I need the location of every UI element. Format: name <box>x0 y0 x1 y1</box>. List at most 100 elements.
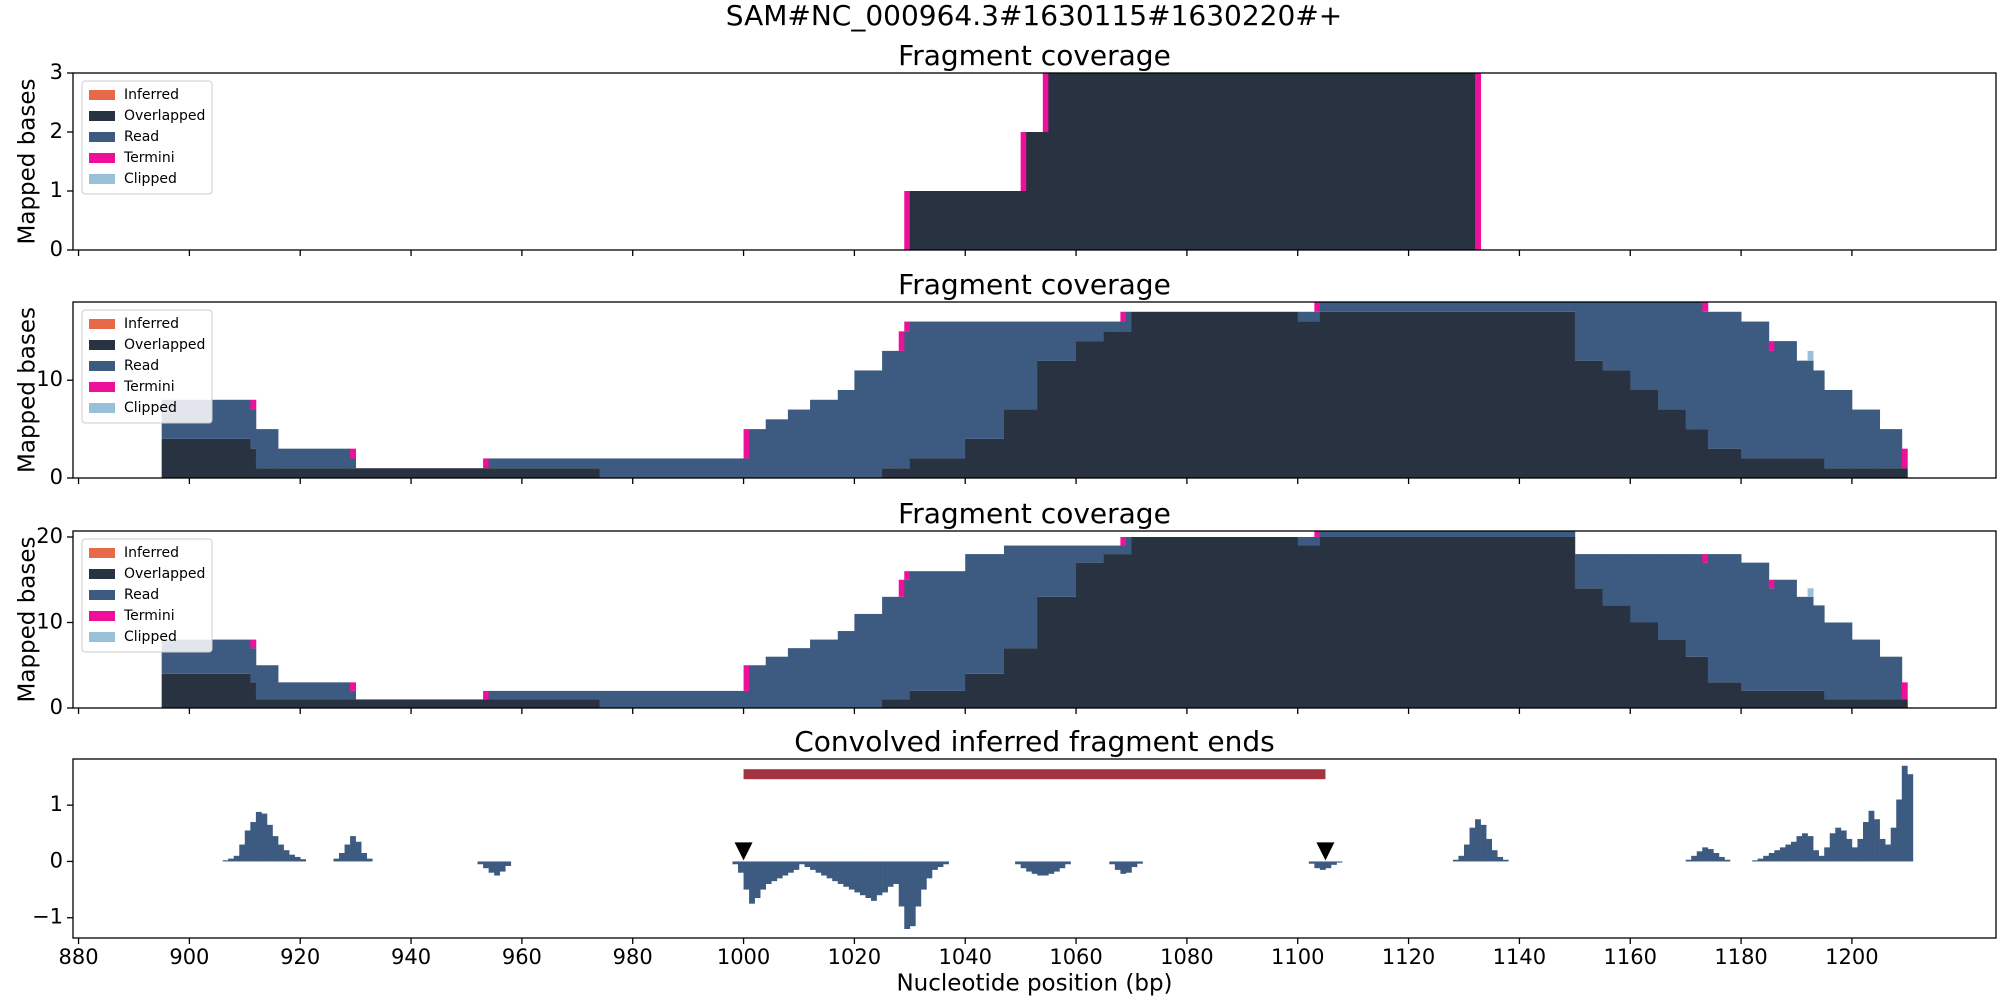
bar-segment <box>1319 536 1576 708</box>
bar <box>1785 844 1792 862</box>
bar <box>1890 827 1897 862</box>
bar <box>882 861 888 893</box>
bar <box>1469 827 1476 862</box>
bar-segment <box>1824 622 1853 700</box>
bar-segment <box>1131 536 1299 708</box>
bar <box>1907 774 1914 862</box>
bar-segment <box>483 699 490 708</box>
bar <box>494 861 501 876</box>
bar-segment <box>255 699 279 708</box>
x-tick-label: 920 <box>280 945 320 969</box>
bar-segment <box>255 429 279 469</box>
marker <box>734 842 753 861</box>
bar-segment <box>1314 321 1321 478</box>
bar <box>1835 827 1842 862</box>
bar <box>1807 836 1814 862</box>
bar <box>876 861 883 896</box>
bar-segment <box>1602 605 1631 708</box>
legend-label: Inferred <box>124 87 179 103</box>
bar-segment <box>1879 468 1903 478</box>
bar-segment <box>882 350 900 469</box>
bar <box>1824 847 1831 862</box>
bar-segment <box>255 468 279 478</box>
bar-segment <box>1879 656 1903 700</box>
bar-segment <box>1824 390 1853 469</box>
bar-segment <box>743 429 750 459</box>
bar-segment <box>1851 639 1881 700</box>
bar-segment <box>810 399 839 478</box>
x-tick-label: 960 <box>502 945 542 969</box>
legend-swatch <box>89 153 115 163</box>
bar-segment <box>1879 699 1903 708</box>
legend-swatch <box>89 611 115 621</box>
plot-area <box>904 73 1482 250</box>
bar-segment <box>787 409 811 478</box>
legend-swatch <box>89 382 115 392</box>
bar <box>1497 856 1504 862</box>
bar <box>488 861 495 873</box>
bar <box>798 861 805 865</box>
bar-segment <box>250 639 257 649</box>
bar-segment <box>278 682 351 700</box>
x-tick-label: 900 <box>169 945 209 969</box>
y-tick-label: −1 <box>32 905 63 929</box>
bar-segment <box>909 690 966 708</box>
bar-segment <box>1602 302 1631 371</box>
bar-segment <box>488 458 600 469</box>
bar <box>339 853 345 862</box>
bar <box>765 861 772 884</box>
bar <box>250 822 257 862</box>
bar <box>782 861 789 876</box>
bar-segment <box>1707 448 1742 478</box>
bar-segment <box>1125 311 1132 332</box>
bar <box>904 861 911 929</box>
bar-segment <box>1120 554 1127 708</box>
x-tick-label: 1020 <box>828 945 881 969</box>
bar-segment <box>1076 341 1105 478</box>
bar-segment <box>1026 132 1044 250</box>
bar-segment <box>1796 596 1808 691</box>
bar <box>931 861 938 870</box>
bar <box>1874 819 1880 862</box>
bar-segment <box>1037 545 1077 597</box>
legend-box <box>81 309 213 424</box>
bar <box>1308 861 1315 864</box>
bar-segment <box>1125 331 1132 478</box>
bar <box>1053 861 1060 872</box>
bar-segment <box>350 458 357 469</box>
bar-segment <box>1574 588 1603 708</box>
x-tick-label: 1060 <box>1049 945 1102 969</box>
legend-swatch <box>89 632 115 642</box>
bar-segment <box>599 458 744 478</box>
bar <box>283 850 290 862</box>
bar-segment <box>1297 545 1315 708</box>
legend-label: Inferred <box>124 316 179 332</box>
bar <box>361 853 368 862</box>
y-tick-label: 10 <box>36 609 63 633</box>
bar-segment <box>1037 596 1077 708</box>
bar-segment <box>1314 311 1321 322</box>
bar-segment <box>1851 699 1881 708</box>
bar <box>294 856 301 862</box>
bar-segment <box>1048 73 1476 250</box>
x-tick-label: 1080 <box>1160 945 1213 969</box>
bar-segment <box>787 648 811 708</box>
bar <box>1840 830 1847 862</box>
axes-frame <box>72 301 1997 479</box>
bar <box>871 861 877 901</box>
y-tick-label: 0 <box>50 848 63 872</box>
panel: Fragment coverage Mapped bases 0 10 20 Inferr… <box>15 497 1997 719</box>
bar-segment <box>1004 545 1038 649</box>
bar-segment <box>1103 321 1121 332</box>
bar-segment <box>1020 191 1027 250</box>
bar <box>848 861 855 890</box>
legend-swatch <box>89 111 115 121</box>
bar-segment <box>1813 605 1825 691</box>
legend-box <box>81 538 213 653</box>
bar <box>854 861 861 893</box>
bar <box>505 861 512 866</box>
bar <box>810 861 816 870</box>
bar <box>1325 861 1332 869</box>
panel-title: Fragment coverage <box>898 497 1171 530</box>
